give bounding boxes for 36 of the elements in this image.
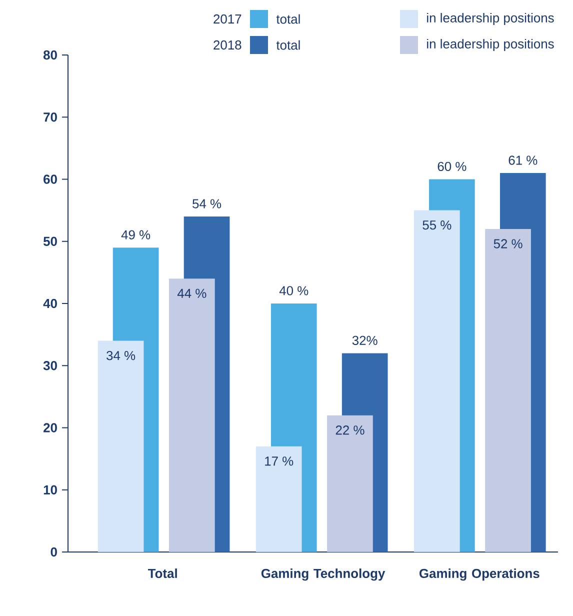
bar: [327, 415, 373, 552]
x-tick-label: Gaming Technology: [261, 568, 386, 581]
data-label: 61 %: [508, 156, 538, 165]
bar: [414, 210, 460, 552]
y-tick-label: 10: [44, 485, 57, 494]
data-label: 55 %: [422, 220, 452, 230]
x-tick-label: Total: [148, 568, 177, 578]
y-tick-label: 80: [43, 50, 57, 60]
y-tick-label: 30: [43, 361, 57, 370]
y-tick-label: 20: [44, 423, 57, 432]
legend-label: total: [276, 40, 300, 50]
data-label: 60 %: [438, 162, 466, 172]
bar: [169, 278, 215, 552]
y-tick-label: 50: [43, 236, 57, 246]
bar: [485, 228, 531, 552]
y-tick-label: 60: [44, 174, 57, 184]
text: 2017: [214, 14, 242, 24]
legend-label: in leadership positions: [427, 12, 554, 26]
data-label: 40 %: [279, 286, 308, 296]
text: 2018: [214, 40, 242, 50]
legend-label: in leadership positions: [427, 38, 554, 52]
data-label: 34 %: [106, 350, 136, 360]
data-label: 32%: [352, 336, 378, 345]
y-tick-label: 0: [50, 547, 57, 557]
data-label: 44 %: [177, 288, 206, 298]
x-tick-label: Gaming Operations: [419, 568, 540, 581]
y-tick-label: 40: [43, 298, 57, 308]
bar: [98, 340, 144, 552]
data-label: 22 %: [336, 426, 364, 435]
data-label: 54 %: [192, 199, 222, 208]
data-label: 49 %: [121, 230, 150, 240]
legend-label: total: [276, 14, 300, 24]
data-label: 52 %: [494, 239, 522, 248]
y-tick-label: 70: [44, 112, 57, 122]
data-label: 17 %: [265, 456, 294, 466]
bar: [256, 446, 302, 552]
